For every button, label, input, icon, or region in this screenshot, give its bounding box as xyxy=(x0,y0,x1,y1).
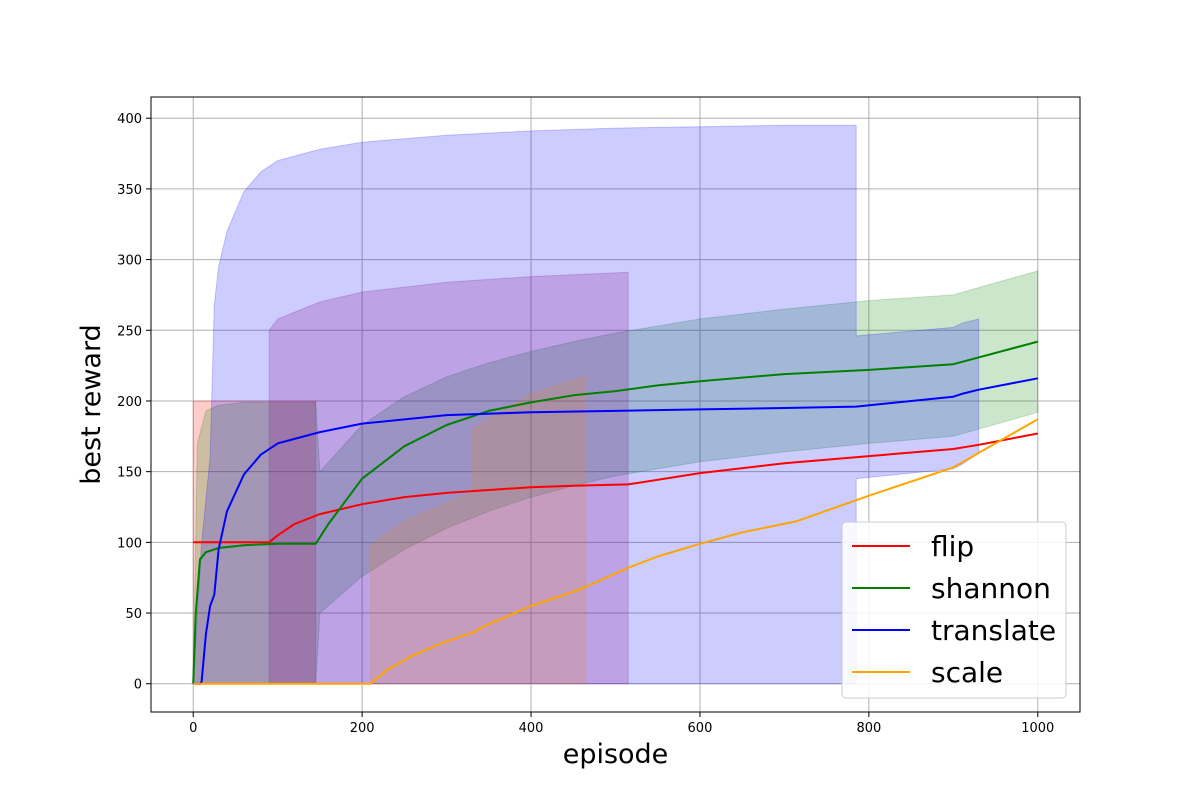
y-tick-label: 100 xyxy=(117,536,142,551)
x-tick-label: 800 xyxy=(856,721,881,736)
x-tick-label: 200 xyxy=(350,721,375,736)
x-tick-label: 1000 xyxy=(1021,721,1054,736)
legend-label-flip: flip xyxy=(931,530,974,563)
band-extra-0 xyxy=(268,271,629,685)
y-tick-label: 250 xyxy=(117,324,142,339)
legend-label-scale: scale xyxy=(931,656,1003,689)
line-shannon xyxy=(192,340,1039,684)
line-scale xyxy=(193,418,1039,685)
y-tick-label: 400 xyxy=(117,112,142,127)
y-tick-label: 150 xyxy=(117,466,142,481)
legend: flip shannon translate scale xyxy=(841,521,1067,699)
y-axis-title: best reward xyxy=(76,324,107,485)
series-lines xyxy=(192,340,1039,685)
legend-frame xyxy=(841,521,1067,699)
y-tick-label: 200 xyxy=(117,395,142,410)
y-tick-label: 300 xyxy=(117,254,142,269)
y-tick-label: 0 xyxy=(134,678,142,693)
legend-label-shannon: shannon xyxy=(931,572,1051,605)
axis-ticks: 0 200 400 600 800 1000 0 50 100 150 200 250 300 350 40… xyxy=(117,112,1054,736)
line-flip xyxy=(193,432,1038,544)
x-axis-title: episode xyxy=(563,739,669,770)
x-tick-label: 0 xyxy=(189,721,197,736)
y-tick-label: 350 xyxy=(117,183,142,198)
x-tick-label: 400 xyxy=(519,721,544,736)
plot-frame xyxy=(150,96,1081,713)
legend-label-translate: translate xyxy=(931,614,1056,647)
y-tick-label: 50 xyxy=(125,607,142,622)
line-translate xyxy=(193,377,1038,685)
x-tick-label: 600 xyxy=(688,721,713,736)
